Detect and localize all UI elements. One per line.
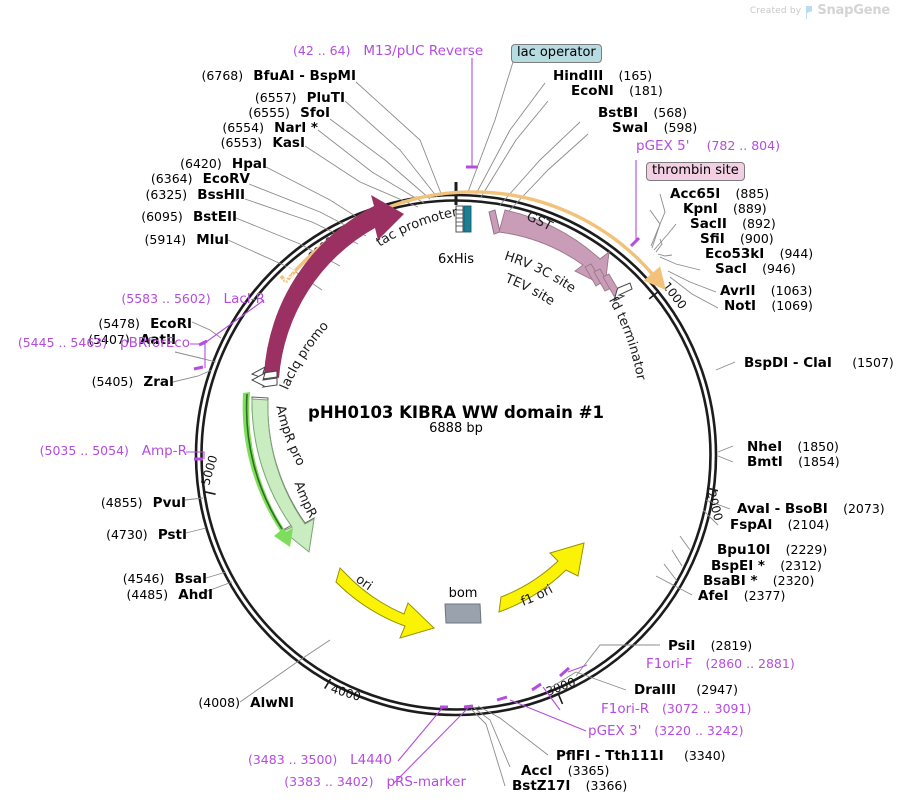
enzyme-label-nhei: NheI (1850) xyxy=(747,439,839,455)
enzyme-label-ecorv: (6364) EcoRV xyxy=(150,171,250,187)
credit-prefix: Created by xyxy=(749,5,802,16)
enzyme-label-bpu10i: Bpu10I (2229) xyxy=(717,542,828,558)
tick-label-4000: 4000 xyxy=(329,681,362,703)
enzyme-label-nari: (6554) NarI * xyxy=(222,120,318,136)
feature-ori xyxy=(335,567,435,639)
feature-GST xyxy=(498,209,610,287)
feature-bom xyxy=(444,603,482,624)
enzyme-label-bsteii: (6095) BstEII xyxy=(141,209,237,225)
enzyme-label-bmti: BmtI (1854) xyxy=(747,454,840,470)
enzyme-label-sacii: SacII (892) xyxy=(690,216,776,232)
enzyme-label-acci: AccI (3365) xyxy=(521,763,610,779)
feature-6xHis xyxy=(455,205,472,233)
enzyme-label-kpni: KpnI (889) xyxy=(683,201,767,217)
enzyme-label-sfii: SfiI (900) xyxy=(700,231,774,247)
enzyme-label-psti: (4730) PstI xyxy=(106,527,187,543)
feature-label-bom: bom xyxy=(448,586,478,601)
primer-label-pgex-3: pGEX 3' (3220 .. 3242) xyxy=(588,723,744,739)
enzyme-label-mlui: (5914) MluI xyxy=(144,232,229,248)
enzyme-label-bstz17i: BstZ17I (3366) xyxy=(512,778,628,794)
enzyme-label-eco53ki: Eco53kI (944) xyxy=(705,246,814,262)
primer-label-pgex-5: pGEX 5' (782 .. 804) xyxy=(636,138,780,154)
enzyme-label-econi: EcoNI (181) xyxy=(571,83,663,99)
enzyme-label-kasi: (6553) KasI xyxy=(220,135,305,151)
enzyme-label-alwni: (4008) AlwNI xyxy=(198,695,294,711)
feature-label-6xHis: 6xHis xyxy=(437,252,475,267)
enzyme-label-ahdi: (4485) AhdI xyxy=(126,587,214,603)
primer-label-pbrforeco: (5445 .. 5463) pBRforEco xyxy=(17,335,190,351)
primer-label-f1ori-r: F1ori-R (3072 .. 3091) xyxy=(601,701,752,717)
enzyme-label-noti: NotI (1069) xyxy=(724,298,813,314)
enzyme-label-bstbi: BstBI (568) xyxy=(598,105,687,121)
feature-label-fd-terminator: fd terminator xyxy=(605,294,648,382)
enzyme-label-sfoi: (6555) SfoI xyxy=(248,105,330,121)
enzyme-label-pluti: (6557) PluTI xyxy=(254,90,345,106)
primer-label-m13-puc-reverse: (42 .. 64) M13/pUC Reverse xyxy=(293,43,484,59)
enzyme-label-swai: SwaI (598) xyxy=(612,120,698,136)
feature-box-lac-operator: lac operator xyxy=(511,44,602,63)
plasmid-size: 6888 bp xyxy=(429,421,483,436)
leader-lines-primers xyxy=(186,58,637,785)
snapgene-flag-icon xyxy=(805,4,813,19)
enzyme-label-draiii: DraIII (2947) xyxy=(634,682,738,698)
enzyme-label-ecori: (5478) EcoRI xyxy=(98,316,192,332)
enzyme-label-bfuai-bspmi: (6768) BfuAI - BspMI xyxy=(201,68,356,84)
enzyme-label-fspai: FspAI (2104) xyxy=(730,517,830,533)
primer-label-laci-r: (5583 .. 5602) LacI-R xyxy=(121,291,265,307)
enzyme-label-avrii: AvrII (1063) xyxy=(720,283,813,299)
feature-box-thrombin-site: thrombin site xyxy=(646,162,745,181)
enzyme-label-hpai: (6420) HpaI xyxy=(180,156,267,172)
feature-AmpR xyxy=(242,392,315,553)
enzyme-label-bspei: BspEI * (2312) xyxy=(711,558,822,574)
enzyme-label-avai-bsobi: AvaI - BsoBI (2073) xyxy=(737,501,885,517)
enzyme-label-psii: PsiI (2819) xyxy=(668,638,753,654)
enzyme-label-bsabi: BsaBI * (2320) xyxy=(703,573,815,589)
enzyme-label-zrai: (5405) ZraI xyxy=(91,374,174,390)
feature-lacI xyxy=(264,195,404,378)
snapgene-credit: Created by SnapGene xyxy=(749,3,890,19)
enzyme-label-hindiii: HindIII (165) xyxy=(553,68,653,84)
enzyme-label-bsai: (4546) BsaI xyxy=(122,571,207,587)
feature-fd-terminator xyxy=(613,282,633,302)
credit-brand: SnapGene xyxy=(817,3,890,18)
enzyme-label-afei: AfeI (2377) xyxy=(698,588,786,604)
enzyme-label-acc65i: Acc65I (885) xyxy=(670,186,770,202)
enzyme-label-bspdi-clai: BspDI - ClaI (1507) xyxy=(744,355,894,371)
primer-label-prs-marker: (3383 .. 3402) pRS-marker xyxy=(284,774,466,790)
plasmid-title: pHH0103 KIBRA WW domain #1 xyxy=(308,403,604,422)
feature-site-pre-gst xyxy=(488,209,501,235)
primer-label-amp-r: (5035 .. 5054) Amp-R xyxy=(39,443,187,459)
feature-f1-ori xyxy=(498,542,585,613)
primer-label-l4440: (3483 .. 3500) L4440 xyxy=(247,752,392,768)
enzyme-label-pflfi-tth111i: PflFI - Tth111I (3340) xyxy=(556,748,726,764)
enzyme-label-aatii: (5407) AatII xyxy=(88,332,176,348)
leader-lines-enzymes xyxy=(172,61,736,787)
primer-label-f1ori-f: F1ori-F (2860 .. 2881) xyxy=(646,656,795,672)
enzyme-label-pvui: (4855) PvuI xyxy=(100,495,186,511)
enzyme-label-saci: SacI (946) xyxy=(715,261,796,277)
enzyme-label-bsshii: (6325) BssHII xyxy=(145,187,245,203)
